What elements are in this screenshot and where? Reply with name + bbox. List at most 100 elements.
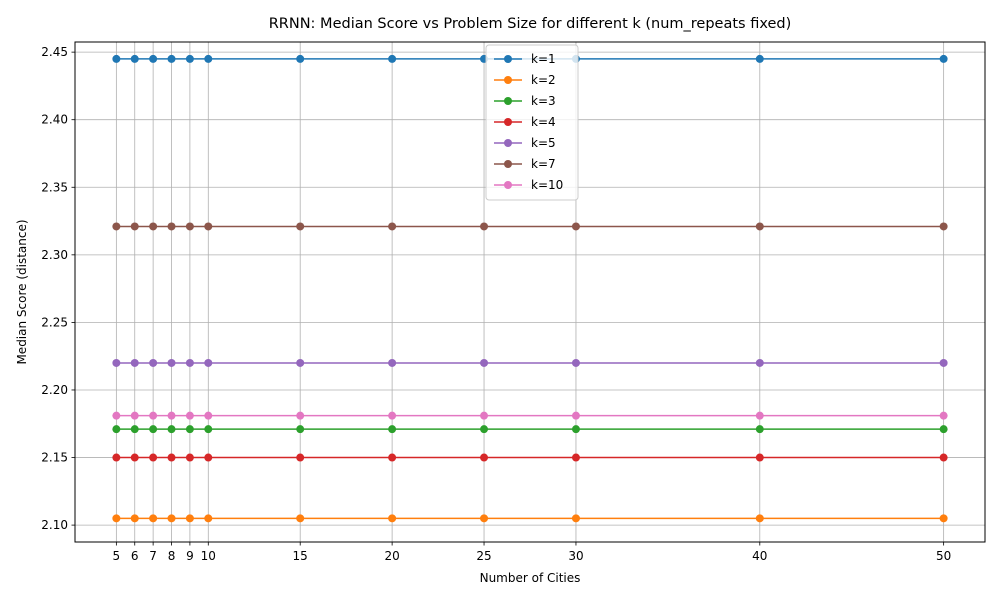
x-tick-label: 40 (752, 549, 767, 563)
data-point (167, 54, 176, 63)
data-point (112, 54, 121, 63)
plot-frame (74, 41, 986, 543)
x-tick-label: 10 (201, 549, 216, 563)
x-tick-label: 30 (568, 549, 583, 563)
data-point (185, 514, 194, 523)
series-k-2 (112, 514, 948, 523)
x-tick-label: 6 (131, 549, 139, 563)
data-point (755, 514, 764, 523)
data-point (112, 411, 121, 420)
data-point (939, 453, 948, 462)
series-k-5 (112, 358, 948, 367)
data-point (388, 54, 397, 63)
data-point (149, 411, 158, 420)
data-point (755, 222, 764, 231)
data-point (130, 358, 139, 367)
legend-marker (504, 55, 512, 63)
legend-label: k=2 (531, 73, 556, 87)
data-point (130, 54, 139, 63)
data-point (939, 54, 948, 63)
data-point (755, 425, 764, 434)
x-tick-label: 5 (113, 549, 121, 563)
legend-marker (504, 97, 512, 105)
legend-marker (504, 181, 512, 189)
data-point (755, 54, 764, 63)
data-point (296, 358, 305, 367)
x-tick-label: 9 (186, 549, 194, 563)
y-tick-label: 2.15 (41, 451, 68, 465)
data-point (388, 222, 397, 231)
series-k-10 (112, 411, 948, 420)
data-point (130, 411, 139, 420)
series-layer (112, 54, 948, 523)
legend-item: k=1 (494, 52, 556, 66)
data-point (480, 425, 489, 434)
data-point (130, 453, 139, 462)
data-point (167, 222, 176, 231)
data-point (480, 358, 489, 367)
data-point (296, 411, 305, 420)
data-point (112, 358, 121, 367)
legend-marker (504, 139, 512, 147)
data-point (185, 54, 194, 63)
legend-marker (504, 76, 512, 84)
y-tick-label: 2.40 (41, 113, 68, 127)
data-point (185, 222, 194, 231)
data-point (755, 358, 764, 367)
legend-item: k=7 (494, 157, 556, 171)
data-point (167, 453, 176, 462)
data-point (204, 411, 213, 420)
data-point (296, 514, 305, 523)
data-point (480, 453, 489, 462)
y-tick-label: 2.25 (41, 315, 68, 329)
legend-item: k=4 (494, 115, 556, 129)
y-tick-label: 2.10 (41, 518, 68, 532)
data-point (204, 54, 213, 63)
y-tick-label: 2.35 (41, 180, 68, 194)
data-point (185, 453, 194, 462)
data-point (167, 425, 176, 434)
data-point (296, 453, 305, 462)
data-point (480, 514, 489, 523)
data-point (149, 222, 158, 231)
series-k-7 (112, 222, 948, 231)
data-point (185, 411, 194, 420)
data-point (204, 453, 213, 462)
data-point (388, 411, 397, 420)
legend-label: k=3 (531, 94, 556, 108)
legend-item: k=3 (494, 94, 556, 108)
data-point (939, 222, 948, 231)
x-tick-label: 8 (168, 549, 176, 563)
data-point (149, 425, 158, 434)
legend-label: k=10 (531, 178, 563, 192)
data-point (939, 514, 948, 523)
y-tick-label: 2.30 (41, 248, 68, 262)
data-point (112, 425, 121, 434)
data-point (296, 54, 305, 63)
y-tick-label: 2.20 (41, 383, 68, 397)
legend-marker (504, 160, 512, 168)
y-tick-label: 2.45 (41, 45, 68, 59)
legend-label: k=7 (531, 157, 556, 171)
series-k-4 (112, 453, 948, 462)
x-axis-title: Number of Cities (480, 571, 581, 585)
data-point (296, 222, 305, 231)
legend-label: k=5 (531, 136, 556, 150)
data-point (388, 514, 397, 523)
data-point (149, 358, 158, 367)
data-point (112, 222, 121, 231)
data-point (112, 453, 121, 462)
data-point (149, 54, 158, 63)
data-point (571, 358, 580, 367)
data-point (939, 411, 948, 420)
data-point (480, 411, 489, 420)
data-point (130, 514, 139, 523)
data-point (571, 222, 580, 231)
data-point (755, 411, 764, 420)
data-point (204, 425, 213, 434)
data-point (571, 425, 580, 434)
data-point (939, 425, 948, 434)
data-point (388, 358, 397, 367)
legend-marker (504, 118, 512, 126)
